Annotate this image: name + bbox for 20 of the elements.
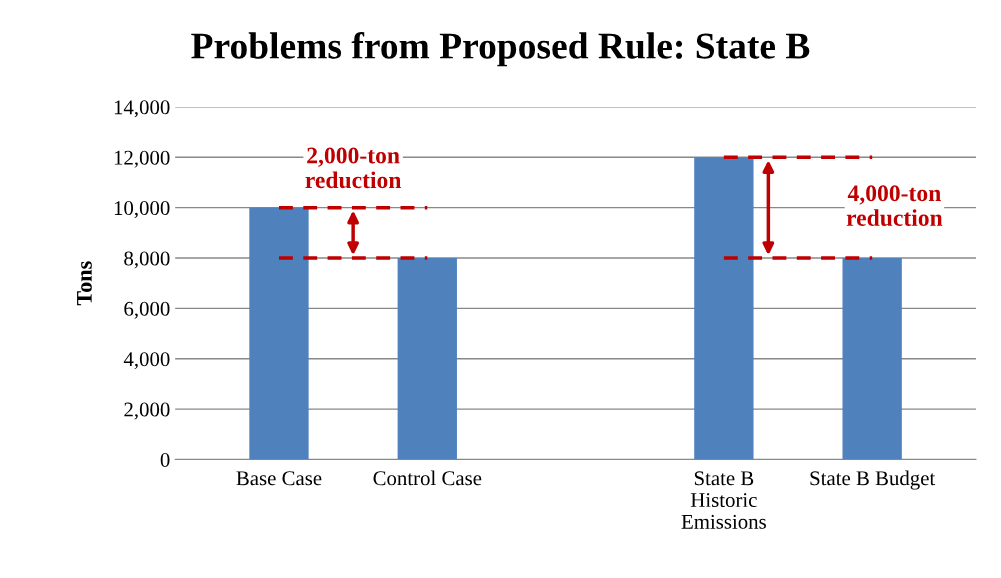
y-tick-label: 6,000 (124, 301, 170, 319)
y-tick-label: 2,000 (124, 402, 170, 420)
y-tick-label: 14,000 (114, 100, 170, 118)
chart-title: Problems from Proposed Rule: State B (191, 31, 810, 67)
x-tick-label: State B Historic Emissions (681, 471, 766, 529)
x-tick-label: Control Case (373, 470, 482, 486)
y-tick-label: 4,000 (123, 352, 170, 370)
y-tick-label: 8,000 (124, 251, 170, 269)
x-tick-label: Base Case (236, 471, 322, 486)
bar (249, 207, 309, 460)
bar (397, 258, 457, 460)
y-tick-label: 0 (160, 452, 170, 467)
x-tick-label: State B Budget (810, 470, 936, 490)
annotation: 2,000-ton reduction (305, 147, 402, 189)
y-axis-title: Tons (77, 261, 92, 306)
y-tick-label: 12,000 (114, 150, 170, 168)
bar (842, 258, 902, 460)
bar (694, 157, 754, 460)
annotation: 4,000-ton reduction (846, 185, 943, 226)
y-tick-label: 10,000 (114, 201, 170, 219)
